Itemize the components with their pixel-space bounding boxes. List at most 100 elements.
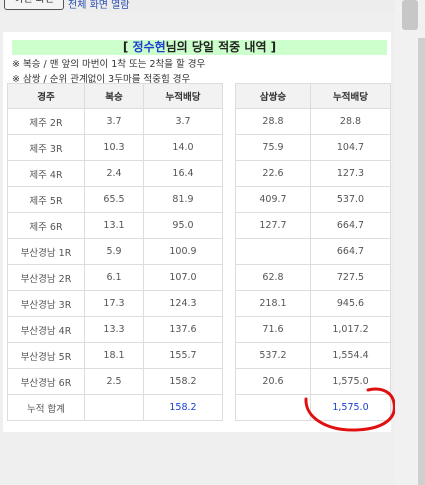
cumulative-cell: 100.9 <box>143 238 223 265</box>
cumulative-cell: 16.4 <box>143 160 223 187</box>
table-row: 218.1 945.6 <box>235 290 391 317</box>
quinella-cell: 18.1 <box>84 342 144 369</box>
trifecta-cell: 62.8 <box>235 264 311 291</box>
cumulative-cell: 28.8 <box>310 108 391 135</box>
cumulative-cell: 1,017.2 <box>310 316 391 343</box>
table-header-row: 삼쌍승 누적배당 <box>235 83 391 109</box>
cumulative-cell: 664.7 <box>310 212 391 239</box>
trifecta-cell: 28.8 <box>235 108 311 135</box>
race-cell: 제주 5R <box>7 186 85 213</box>
cumulative-cell: 14.0 <box>143 134 223 161</box>
header-quinella: 복승 <box>84 83 144 109</box>
previous-screen-button[interactable]: 이전 화면 <box>4 0 64 10</box>
trifecta-cell: 127.7 <box>235 212 311 239</box>
quinella-cell: 17.3 <box>84 290 144 317</box>
header-trifecta: 삼쌍승 <box>235 83 311 109</box>
cumulative-cell: 81.9 <box>143 186 223 213</box>
trifecta-cell: 22.6 <box>235 160 311 187</box>
table-row: 부산경남 4R 13.3 137.6 <box>7 316 223 343</box>
race-cell: 부산경남 2R <box>7 264 85 291</box>
trifecta-table: 삼쌍승 누적배당 28.8 28.8 75.9 104.7 22.6 127.3 409.7… <box>235 83 391 421</box>
total-row: 1,575.0 <box>235 394 391 421</box>
trifecta-cell: 71.6 <box>235 316 311 343</box>
quinella-cell: 13.3 <box>84 316 144 343</box>
trifecta-cell: 218.1 <box>235 290 311 317</box>
table-row: 부산경남 3R 17.3 124.3 <box>7 290 223 317</box>
table-header-row: 경주 복승 누적배당 <box>7 83 223 109</box>
empty-cell <box>84 394 144 421</box>
table-row: 62.8 727.5 <box>235 264 391 291</box>
race-cell: 부산경남 4R <box>7 316 85 343</box>
table-row: 20.6 1,575.0 <box>235 368 391 395</box>
full-screen-link[interactable]: 전체 화면 열람 <box>68 0 130 11</box>
table-row: 제주 5R 65.5 81.9 <box>7 186 223 213</box>
table-row: 부산경남 5R 18.1 155.7 <box>7 342 223 369</box>
table-row: 제주 2R 3.7 3.7 <box>7 108 223 135</box>
note-quinella: ※ 복승 / 맨 앞의 마번이 1착 또는 2착을 할 경우 <box>12 59 206 70</box>
race-cell: 부산경남 3R <box>7 290 85 317</box>
trifecta-cell: 537.2 <box>235 342 311 369</box>
total-value: 1,575.0 <box>310 394 391 421</box>
cumulative-cell: 664.7 <box>310 238 391 265</box>
table-row: 부산경남 2R 6.1 107.0 <box>7 264 223 291</box>
title-suffix: 님의 당일 적중 내역 ] <box>165 40 277 54</box>
table-row: 75.9 104.7 <box>235 134 391 161</box>
table-row: 409.7 537.0 <box>235 186 391 213</box>
table-row: 71.6 1,017.2 <box>235 316 391 343</box>
quinella-table: 경주 복승 누적배당 제주 2R 3.7 3.7 제주 3R 10.3 14.0 제주 4R… <box>7 83 223 421</box>
player-name: 정수현 <box>132 40 166 54</box>
table-row: 28.8 28.8 <box>235 108 391 135</box>
quinella-cell: 6.1 <box>84 264 144 291</box>
trifecta-cell: 409.7 <box>235 186 311 213</box>
inner-scrollbar[interactable] <box>418 38 425 485</box>
page-title: [ 정수현님의 당일 적중 내역 ] <box>12 40 387 55</box>
race-cell: 제주 4R <box>7 160 85 187</box>
cumulative-cell: 107.0 <box>143 264 223 291</box>
note-trifecta: ※ 삼쌍 / 순위 관계없이 3두마를 적중힘 경우 <box>12 74 191 85</box>
quinella-cell: 2.4 <box>84 160 144 187</box>
race-cell: 제주 6R <box>7 212 85 239</box>
table-row: 537.2 1,554.4 <box>235 342 391 369</box>
cumulative-cell: 1,575.0 <box>310 368 391 395</box>
table-row: 제주 6R 13.1 95.0 <box>7 212 223 239</box>
table-row: 664.7 <box>235 238 391 265</box>
quinella-cell: 3.7 <box>84 108 144 135</box>
empty-cell <box>235 394 311 421</box>
cumulative-cell: 945.6 <box>310 290 391 317</box>
scrollbar-thumb[interactable] <box>402 0 418 30</box>
cumulative-cell: 155.7 <box>143 342 223 369</box>
cumulative-cell: 127.3 <box>310 160 391 187</box>
trifecta-cell <box>235 238 311 265</box>
cumulative-cell: 537.0 <box>310 186 391 213</box>
race-cell: 부산경남 6R <box>7 368 85 395</box>
table-row: 127.7 664.7 <box>235 212 391 239</box>
table-row: 부산경남 1R 5.9 100.9 <box>7 238 223 265</box>
cumulative-cell: 95.0 <box>143 212 223 239</box>
total-value: 158.2 <box>143 394 223 421</box>
quinella-cell: 65.5 <box>84 186 144 213</box>
cumulative-cell: 104.7 <box>310 134 391 161</box>
table-row: 부산경남 6R 2.5 158.2 <box>7 368 223 395</box>
quinella-cell: 10.3 <box>84 134 144 161</box>
top-strip: 이전 화면 전체 화면 열람 <box>0 0 395 12</box>
trifecta-table-body: 28.8 28.8 75.9 104.7 22.6 127.3 409.7 537.0 127.… <box>235 108 391 421</box>
quinella-table-body: 제주 2R 3.7 3.7 제주 3R 10.3 14.0 제주 4R 2.4 16.4 제주 5… <box>7 108 223 421</box>
cumulative-cell: 124.3 <box>143 290 223 317</box>
cumulative-cell: 3.7 <box>143 108 223 135</box>
table-row: 제주 4R 2.4 16.4 <box>7 160 223 187</box>
race-cell: 부산경남 1R <box>7 238 85 265</box>
trifecta-cell: 20.6 <box>235 368 311 395</box>
header-cumulative: 누적배당 <box>310 83 391 109</box>
quinella-cell: 5.9 <box>84 238 144 265</box>
cumulative-cell: 727.5 <box>310 264 391 291</box>
header-cumulative: 누적배당 <box>143 83 223 109</box>
cumulative-cell: 158.2 <box>143 368 223 395</box>
total-label: 누적 합계 <box>7 394 85 421</box>
quinella-cell: 2.5 <box>84 368 144 395</box>
table-row: 22.6 127.3 <box>235 160 391 187</box>
trifecta-cell: 75.9 <box>235 134 311 161</box>
title-prefix: [ <box>122 40 133 54</box>
race-cell: 제주 2R <box>7 108 85 135</box>
cumulative-cell: 137.6 <box>143 316 223 343</box>
header-race: 경주 <box>7 83 85 109</box>
